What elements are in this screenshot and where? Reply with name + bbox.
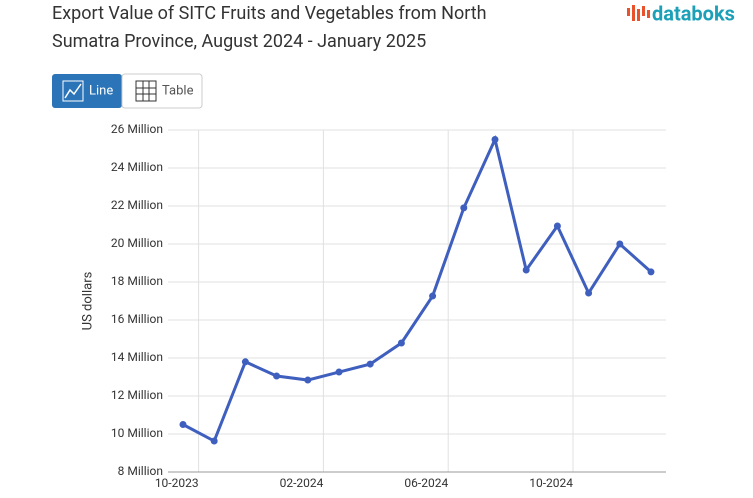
point [366,360,374,368]
button-table[interactable]: Table [121,73,203,109]
y-axis-label: US dollars [80,271,95,330]
button-line[interactable]: Line [52,74,122,108]
point [491,136,499,143]
y-tick-label: 14 Million [111,350,163,364]
y-tick-label: 26 Million [111,122,163,136]
point [179,421,187,428]
point [553,222,561,230]
y-tick-label: 10 Million [111,426,163,440]
brand: databoks [652,1,735,25]
point [397,339,405,347]
point [273,372,281,380]
point [304,376,312,384]
x-tick-label: 10-2023 [155,476,199,490]
y-tick-label: 8 Million [118,464,163,478]
point [522,266,530,274]
point [585,289,593,297]
button-label[interactable]: Table [162,83,194,98]
y-tick-label: 20 Million [111,236,163,250]
y-tick-label: 18 Million [111,274,163,288]
y-tick-label: 24 Million [111,160,163,174]
point [616,240,624,248]
x-tick-label: 02-2024 [280,476,324,490]
x-tick-label: 06-2024 [404,476,448,490]
logo: databoks [627,1,735,25]
line [182,134,653,444]
chart-title-line-2: Sumatra Province, August 2024 - January … [52,31,426,52]
y-tick-label: 12 Million [111,388,163,402]
y-tick-label: 16 Million [111,312,163,326]
point [335,368,343,376]
chart-title-line-1: Export Value of SITC Fruits and Vegetabl… [52,3,487,24]
point [241,358,249,366]
point [210,437,218,445]
x-tick-label: 10-2024 [529,476,573,490]
y-tick-label: 22 Million [111,198,163,212]
button-label[interactable]: Line [89,83,113,98]
point [647,268,655,276]
point [429,292,437,300]
point [460,204,468,212]
